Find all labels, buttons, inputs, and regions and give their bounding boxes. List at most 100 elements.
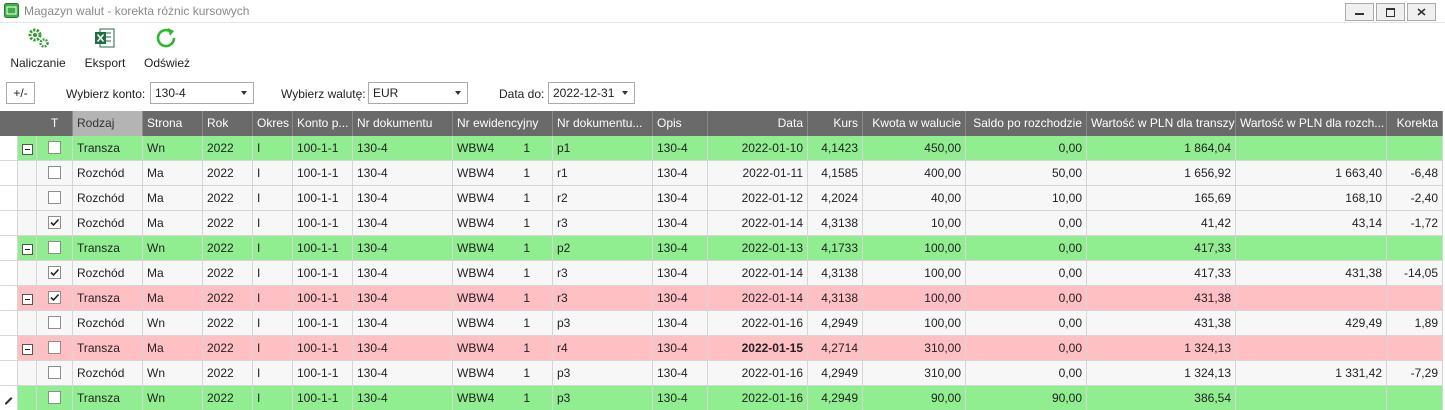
grid-cell	[1236, 386, 1387, 410]
grid-cell: WBW4 1	[453, 186, 553, 211]
grid-cell: -2,40	[1387, 186, 1443, 211]
grid-cell: Rozchód	[73, 261, 143, 286]
grid-cell	[1387, 336, 1443, 361]
odswiez-button[interactable]: Odśwież	[140, 26, 194, 70]
column-header[interactable]: Rodzaj	[73, 111, 143, 136]
column-header[interactable]: Wartość w PLN dla rozch...	[1236, 111, 1387, 136]
cell-part: WBW4	[457, 216, 495, 230]
grid-cell: 2022	[203, 286, 253, 311]
grid-cell: 90,00	[863, 386, 966, 410]
column-header[interactable]: Nr dokumentu	[353, 111, 453, 136]
column-header[interactable]: Saldo po rozchodzie	[966, 111, 1087, 136]
grid-cell: Transza	[73, 286, 143, 311]
naliczanie-button[interactable]: Naliczanie	[8, 26, 68, 70]
grid-cell: 130-4	[653, 311, 708, 336]
expander-cell	[18, 361, 37, 386]
column-header[interactable]: Korekta	[1387, 111, 1443, 136]
checkbox[interactable]	[48, 166, 61, 179]
expander-cell	[18, 336, 37, 361]
app-icon	[4, 3, 19, 18]
grid-cell: p3	[553, 386, 653, 410]
minimize-button[interactable]	[1345, 3, 1374, 21]
expander-button[interactable]	[22, 294, 33, 305]
row-indicator[interactable]	[0, 336, 18, 361]
date-combo[interactable]: 2022-12-31	[548, 82, 635, 104]
expander-button[interactable]	[22, 344, 33, 355]
grid-cell: p1	[553, 136, 653, 161]
checkbox[interactable]	[48, 291, 61, 304]
grid-cell: 0,00	[966, 361, 1087, 386]
grid-cell: 43,14	[1236, 211, 1387, 236]
checkbox[interactable]	[48, 316, 61, 329]
checkbox[interactable]	[48, 241, 61, 254]
grid-cell: 2022	[203, 136, 253, 161]
column-header[interactable]: Okres	[253, 111, 293, 136]
expander-button[interactable]	[22, 144, 33, 155]
grid-cell: 429,49	[1236, 311, 1387, 336]
cell-part: 1	[523, 216, 530, 230]
grid-cell: p2	[553, 236, 653, 261]
row-indicator[interactable]	[0, 361, 18, 386]
column-header[interactable]: Data	[708, 111, 808, 136]
grid-cell: p3	[553, 311, 653, 336]
eksport-button[interactable]: Eksport	[82, 26, 128, 70]
grid-cell: Transza	[73, 136, 143, 161]
checkbox[interactable]	[48, 141, 61, 154]
row-indicator[interactable]	[0, 311, 18, 336]
row-indicator[interactable]	[0, 236, 18, 261]
checkbox[interactable]	[48, 366, 61, 379]
column-header[interactable]: Konto p...	[293, 111, 353, 136]
row-indicator[interactable]	[0, 386, 18, 410]
column-header[interactable]: Nr dokumentu...	[553, 111, 653, 136]
grid-cell: 130-4	[353, 336, 453, 361]
grid-cell: 100-1-1	[293, 236, 353, 261]
row-indicator[interactable]	[0, 161, 18, 186]
row-indicator[interactable]	[0, 286, 18, 311]
grid-cell: 100-1-1	[293, 311, 353, 336]
expander-button[interactable]	[22, 244, 33, 255]
grid-cell: 130-4	[353, 311, 453, 336]
excel-icon	[95, 28, 115, 48]
toggle-button[interactable]: +/-	[6, 82, 35, 104]
column-header[interactable]: Opis	[653, 111, 708, 136]
grid-cell: 4,1585	[808, 161, 863, 186]
close-button[interactable]	[1407, 3, 1436, 21]
checkbox[interactable]	[48, 191, 61, 204]
column-header[interactable]: Nr ewidencyjny	[453, 111, 553, 136]
column-header[interactable]: Kwota w walucie	[863, 111, 966, 136]
maximize-button[interactable]	[1376, 3, 1405, 21]
currency-combo[interactable]: EUR	[368, 82, 468, 104]
grid-cell: 310,00	[863, 361, 966, 386]
grid-cell: 4,2949	[808, 361, 863, 386]
column-header[interactable]: Kurs	[808, 111, 863, 136]
grid-cell: I	[253, 261, 293, 286]
cell-part: WBW4	[457, 341, 495, 355]
grid-cell: 2022	[203, 236, 253, 261]
row-indicator[interactable]	[0, 186, 18, 211]
date-label: Data do:	[499, 87, 545, 101]
currency-label: Wybierz walutę:	[281, 87, 366, 101]
grid-cell: 2022	[203, 311, 253, 336]
checkbox[interactable]	[48, 216, 61, 229]
grid-cell: 130-4	[653, 361, 708, 386]
grid-cell: I	[253, 336, 293, 361]
grid-cell: Ma	[143, 336, 203, 361]
row-indicator[interactable]	[0, 136, 18, 161]
column-header[interactable]: Rok	[203, 111, 253, 136]
column-header[interactable]: T	[37, 111, 73, 136]
grid-cell: 130-4	[653, 186, 708, 211]
checkbox[interactable]	[48, 391, 61, 404]
grid-cell: r4	[553, 336, 653, 361]
column-header[interactable]: Wartość w PLN dla transzy	[1087, 111, 1236, 136]
column-header[interactable]: Strona	[143, 111, 203, 136]
row-indicator[interactable]	[0, 211, 18, 236]
checkbox[interactable]	[48, 266, 61, 279]
account-combo[interactable]: 130-4	[150, 82, 254, 104]
grid-cell: 0,00	[966, 311, 1087, 336]
grid-cell: Transza	[73, 386, 143, 410]
grid-cell: 100-1-1	[293, 161, 353, 186]
checkbox[interactable]	[48, 341, 61, 354]
row-indicator[interactable]	[0, 261, 18, 286]
grid-cell: 2022-01-11	[708, 161, 808, 186]
grid-cell: 100,00	[863, 236, 966, 261]
